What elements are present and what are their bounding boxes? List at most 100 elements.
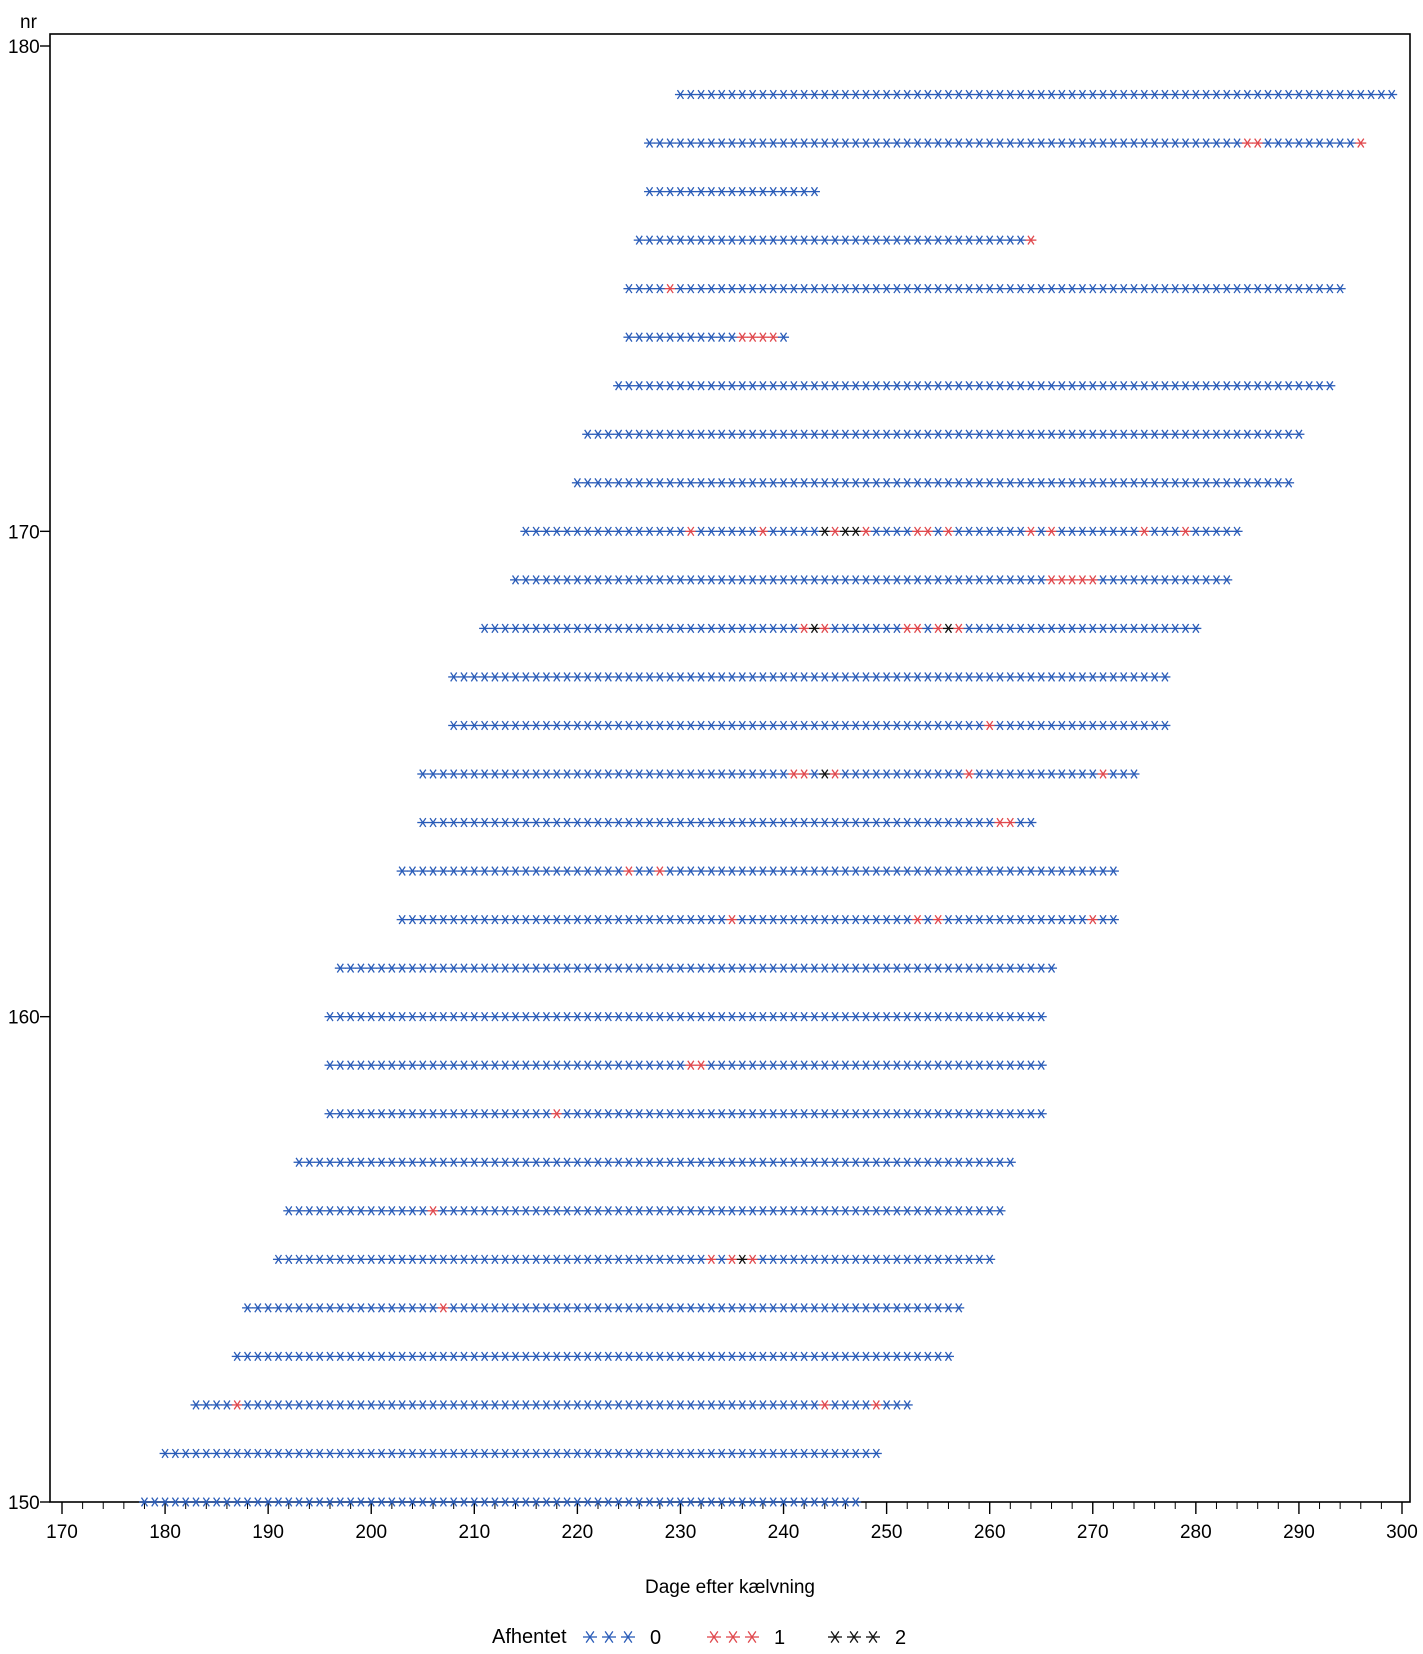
data-point-cat0 — [747, 1351, 759, 1362]
data-point-cat0 — [1004, 1157, 1016, 1168]
data-point-cat0 — [303, 1157, 315, 1168]
data-point-cat0 — [829, 1060, 841, 1070]
data-point-cat0 — [623, 623, 635, 634]
data-point-cat0 — [757, 1011, 769, 1022]
data-point-cat0 — [747, 380, 759, 391]
data-point-cat0 — [1087, 672, 1099, 682]
data-point-cat0 — [324, 1060, 336, 1070]
data-point-cat0 — [540, 672, 552, 682]
data-point-cat0 — [479, 1108, 491, 1119]
data-point-cat0 — [716, 1206, 728, 1216]
data-point-cat0 — [1097, 138, 1109, 148]
data-point-cat0 — [623, 429, 635, 440]
data-point-cat0 — [664, 526, 676, 537]
data-point-cat0 — [1004, 623, 1016, 634]
data-point-cat0 — [644, 963, 656, 973]
data-point-cat0 — [623, 817, 635, 828]
data-point-cat0 — [839, 1206, 851, 1216]
data-point-cat0 — [798, 866, 810, 876]
data-point-cat0 — [994, 89, 1006, 100]
data-point-cat0 — [736, 720, 748, 731]
x-tick-label: 200 — [355, 1522, 387, 1543]
data-point-cat0 — [808, 1448, 820, 1459]
data-point-cat0 — [757, 1157, 769, 1168]
data-point-cat0 — [891, 138, 903, 148]
data-point-cat0 — [788, 914, 800, 925]
data-point-cat0 — [468, 720, 480, 731]
x-tick-label: 210 — [458, 1522, 490, 1543]
data-point-cat0 — [808, 138, 820, 148]
data-point-cat0 — [1035, 283, 1047, 294]
data-point-cat0 — [1004, 138, 1016, 148]
data-point-cat0 — [778, 138, 790, 148]
data-point-cat0 — [1210, 89, 1222, 100]
data-point-cat0 — [633, 1497, 645, 1507]
data-point-cat0 — [716, 720, 728, 731]
data-point-cat0 — [561, 1303, 573, 1313]
data-point-cat0 — [1076, 914, 1088, 925]
data-point-cat0 — [829, 1254, 841, 1265]
data-point-cat0 — [716, 817, 728, 828]
data-point-cat0 — [747, 672, 759, 682]
data-point-cat0 — [994, 866, 1006, 876]
data-point-cat0 — [1324, 283, 1336, 294]
data-point-cat0 — [757, 1400, 769, 1410]
data-point-cat0 — [272, 1254, 284, 1265]
data-point-cat0 — [674, 283, 686, 294]
data-point-cat0 — [1128, 575, 1140, 585]
data-point-cat0 — [808, 186, 820, 197]
data-point-cat0 — [417, 963, 429, 973]
data-point-cat0 — [705, 1157, 717, 1168]
data-point-cat0 — [860, 138, 872, 148]
data-point-cat0 — [200, 1400, 212, 1410]
data-point-cat0 — [293, 1351, 305, 1362]
data-point-cat0 — [355, 1108, 367, 1119]
data-point-cat0 — [819, 1254, 831, 1265]
data-point-cat0 — [819, 1206, 831, 1216]
data-point-cat0 — [808, 1060, 820, 1070]
data-point-cat0 — [798, 380, 810, 391]
data-point-cat0 — [355, 1400, 367, 1410]
data-point-cat0 — [953, 138, 965, 148]
data-point-cat0 — [839, 623, 851, 634]
data-point-cat0 — [355, 1254, 367, 1265]
data-point-cat0 — [448, 914, 460, 925]
data-point-cat0 — [510, 1108, 522, 1119]
data-point-cat0 — [654, 817, 666, 828]
data-point-cat0 — [922, 1351, 934, 1362]
data-point-cat0 — [953, 1011, 965, 1022]
data-point-cat1 — [1066, 575, 1078, 585]
data-point-cat0 — [747, 1157, 759, 1168]
data-point-cat1 — [767, 332, 779, 342]
data-point-cat0 — [654, 1108, 666, 1119]
data-point-cat0 — [1252, 380, 1264, 391]
data-point-cat0 — [1015, 89, 1027, 100]
data-point-cat0 — [510, 1497, 522, 1507]
data-point-cat0 — [262, 1303, 274, 1313]
data-point-cat0 — [602, 526, 614, 537]
data-point-cat0 — [1200, 380, 1212, 391]
data-point-cat0 — [747, 235, 759, 245]
data-point-cat1 — [1087, 914, 1099, 925]
data-point-cat0 — [479, 914, 491, 925]
data-point-cat0 — [942, 1157, 954, 1168]
data-point-cat0 — [767, 1303, 779, 1313]
data-point-cat0 — [922, 1157, 934, 1168]
data-point-cat0 — [602, 1497, 614, 1507]
data-point-cat0 — [458, 1157, 470, 1168]
data-point-cat0 — [386, 963, 398, 973]
data-point-cat0 — [479, 1497, 491, 1507]
data-point-cat0 — [551, 866, 563, 876]
data-point-cat0 — [654, 1303, 666, 1313]
data-point-cat0 — [891, 914, 903, 925]
data-point-cat0 — [1231, 478, 1243, 488]
data-point-cat0 — [437, 1157, 449, 1168]
data-point-cat0 — [1169, 623, 1181, 634]
data-point-cat0 — [1097, 575, 1109, 585]
data-point-cat0 — [1149, 429, 1161, 440]
data-point-cat0 — [592, 526, 604, 537]
data-point-cat0 — [324, 1351, 336, 1362]
data-point-cat0 — [860, 478, 872, 488]
data-point-cat0 — [540, 720, 552, 731]
data-point-cat0 — [726, 1448, 738, 1459]
